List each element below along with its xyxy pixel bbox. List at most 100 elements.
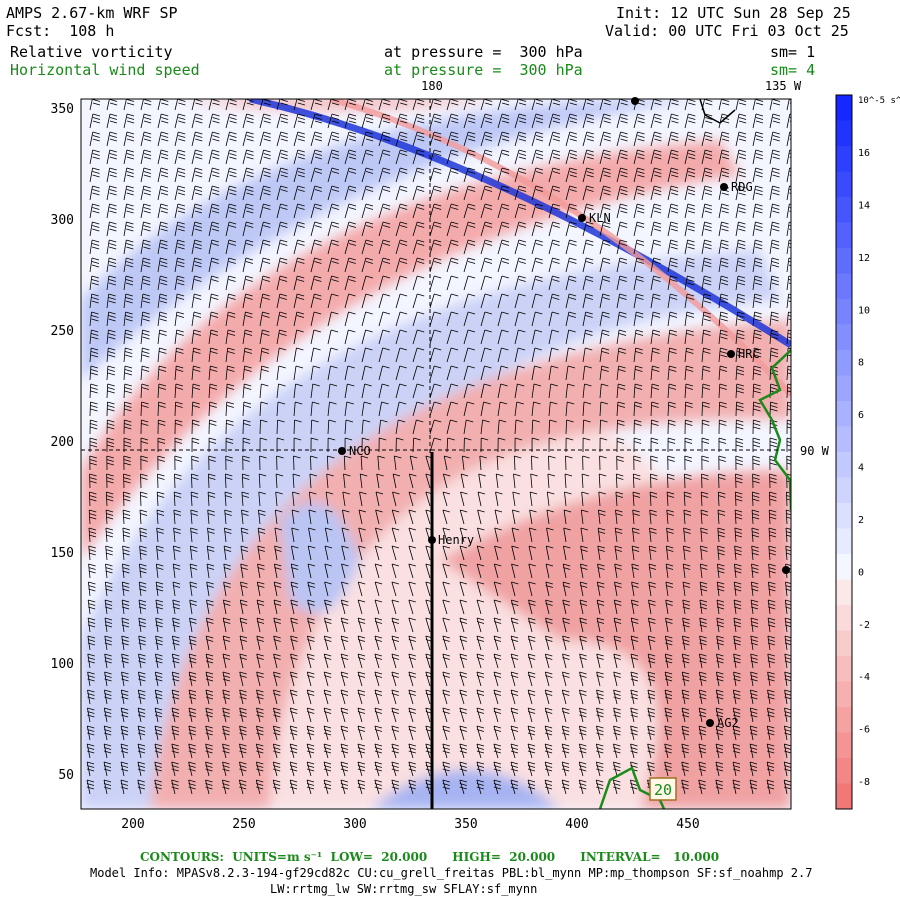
wind-barb: [735, 149, 747, 165]
field2-smoothing: sm= 4: [770, 61, 816, 79]
wind-barb: [701, 131, 713, 147]
wind-barb: [344, 113, 357, 129]
wind-barb: [391, 653, 400, 669]
wind-barb: [528, 581, 536, 597]
wind-barb: [290, 617, 298, 633]
wind-barb: [273, 581, 282, 597]
wind-barb: [412, 419, 424, 435]
wind-barb: [276, 131, 288, 147]
wind-barb: [718, 221, 729, 237]
wind-barb: [408, 671, 416, 687]
wind-barb: [717, 527, 725, 543]
wind-barb: [273, 635, 281, 651]
wind-barb: [650, 419, 659, 435]
wind-barb: [341, 563, 349, 579]
wind-barb: [459, 635, 468, 651]
wind-barb: [667, 419, 676, 435]
wind-barb: [122, 563, 130, 579]
wind-barb: [256, 653, 264, 669]
wind-barb: [700, 527, 708, 543]
wind-barb: [633, 293, 644, 309]
wind-barb: [138, 635, 146, 651]
wind-barb: [497, 113, 510, 129]
wind-barb: [106, 437, 115, 452]
wind-barb: [732, 761, 741, 777]
wind-barb: [157, 293, 168, 309]
wind-barb: [157, 185, 169, 201]
wind-barb: [208, 311, 219, 327]
wind-barb: [293, 365, 304, 381]
wind-barb: [493, 635, 502, 651]
field2-level: at pressure = 300 hPa: [384, 61, 583, 79]
wind-barb: [306, 653, 315, 669]
wind-barb: [683, 545, 691, 561]
wind-barb: [361, 311, 373, 327]
wind-barb: [580, 563, 588, 579]
wind-barb: [291, 509, 300, 525]
wind-barb: [105, 509, 114, 525]
wind-barb: [412, 383, 425, 399]
wind-barb: [157, 473, 165, 489]
wind-barb: [307, 599, 315, 615]
wind-barb: [750, 671, 758, 687]
wind-barb: [531, 365, 542, 381]
wind-barb: [786, 185, 791, 201]
wind-barb: [480, 311, 493, 327]
wind-barb: [429, 347, 442, 363]
wind-barb: [361, 221, 374, 237]
wind-barb: [476, 545, 485, 561]
wind-barb: [157, 257, 168, 273]
station-marker: [631, 97, 639, 105]
wind-barb: [527, 779, 536, 795]
wind-barb: [443, 455, 452, 471]
y-tick-label: 100: [51, 657, 74, 672]
wind-barb: [222, 743, 230, 759]
wind-barb: [700, 491, 709, 507]
wind-barb: [768, 581, 776, 597]
wind-barb: [648, 599, 656, 615]
wind-barb: [582, 185, 594, 201]
wind-barb: [408, 527, 417, 543]
wind-barb: [273, 599, 282, 615]
wind-barb: [412, 311, 425, 327]
wind-barb: [684, 329, 694, 345]
wind-barb: [273, 689, 281, 705]
wind-barb: [224, 527, 232, 543]
colorbar-tick-label: -6: [858, 725, 870, 736]
wind-barb: [340, 671, 349, 687]
wind-barb: [785, 581, 791, 597]
wind-barb: [106, 113, 118, 129]
wind-barb: [493, 563, 502, 579]
wind-barb: [156, 545, 164, 561]
wind-barb: [408, 779, 416, 795]
wind-barb: [408, 545, 417, 561]
wind-barb: [599, 365, 609, 381]
wind-barb: [395, 113, 408, 129]
wind-barb: [561, 707, 570, 723]
wind-barb: [429, 113, 442, 129]
wind-barb: [769, 383, 778, 399]
wind-barb: [327, 293, 339, 309]
wind-barb: [242, 275, 253, 291]
wind-barb: [174, 167, 186, 183]
wind-barb: [188, 743, 196, 759]
wind-barb: [89, 239, 100, 255]
wind-barb: [327, 203, 340, 219]
colorbar-frame: [835, 94, 853, 810]
wind-barb: [582, 401, 592, 417]
wind-barb: [633, 203, 645, 219]
wind-barb: [341, 545, 349, 561]
wind-barb: [241, 509, 249, 525]
wind-barb: [89, 401, 98, 417]
wind-barb: [545, 563, 554, 579]
wind-barb: [493, 599, 502, 615]
wind-barb: [514, 113, 527, 129]
wind-barb: [477, 527, 485, 543]
wind-barb: [528, 545, 537, 561]
colorbar-segment: [836, 605, 852, 631]
wind-barb: [480, 293, 493, 309]
wind-barb: [171, 689, 180, 705]
wind-barb: [735, 257, 746, 273]
wind-barb: [191, 113, 203, 129]
